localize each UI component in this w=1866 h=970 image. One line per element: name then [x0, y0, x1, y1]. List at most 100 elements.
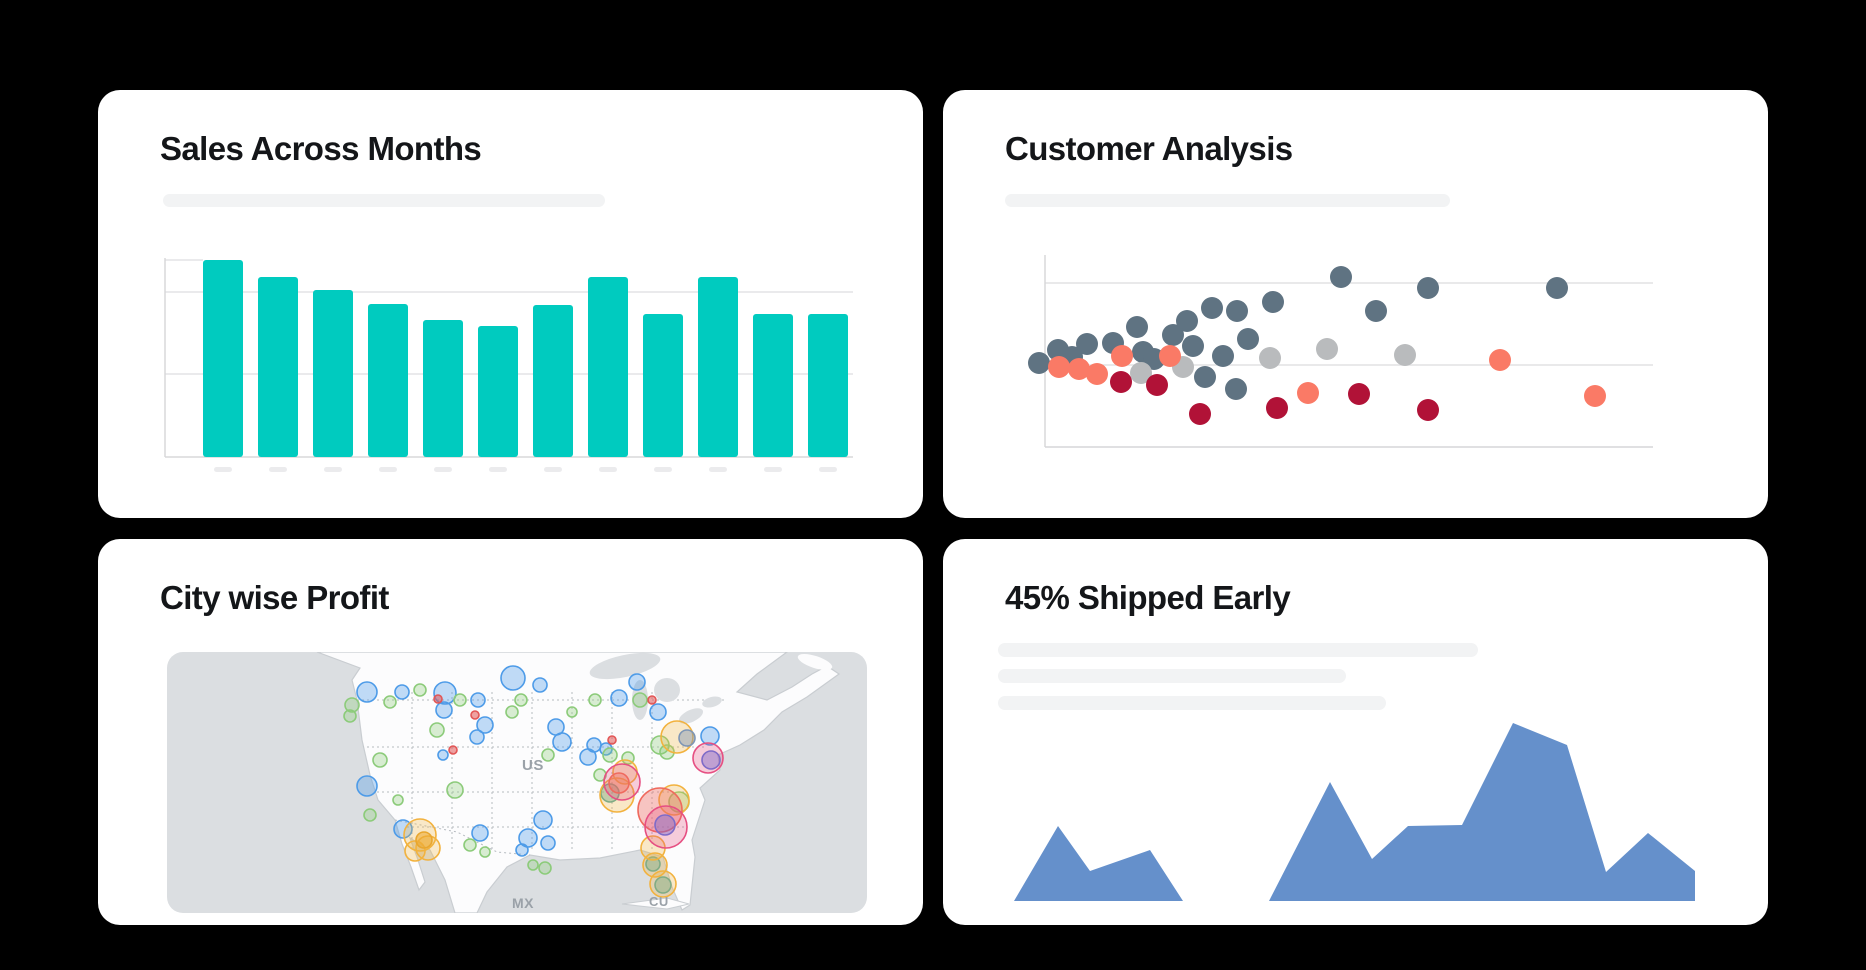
scatter-dot-segment-slate	[1237, 328, 1259, 350]
map-bubble-blue	[552, 732, 572, 752]
bar	[258, 277, 298, 457]
x-tick-placeholder	[544, 467, 562, 472]
scatter-dot-segment-slate	[1182, 335, 1204, 357]
map-bubble-blue	[470, 692, 486, 708]
bar	[423, 320, 463, 457]
map-bubble-blue	[649, 703, 667, 721]
map-bubble-teal	[645, 856, 661, 872]
card-sales-across-months: Sales Across Months	[98, 90, 923, 518]
map-bubble-salmon	[637, 787, 683, 833]
map-label-mx: MX	[512, 895, 534, 911]
map-bubble-blue	[500, 665, 526, 691]
lake-superior	[589, 652, 661, 680]
map-bubble-blue	[469, 729, 485, 745]
map-bubble-blue	[532, 677, 548, 693]
map-bubble-green	[363, 808, 377, 822]
shipped-card-title: 45% Shipped Early	[1005, 579, 1291, 616]
map-bubble-pink	[644, 805, 688, 849]
scatter-dot-segment-salmon	[1159, 345, 1181, 367]
lake-ontario	[702, 696, 722, 708]
scatter-dot-segment-slate	[1417, 277, 1439, 299]
map-bubble-blue	[471, 824, 489, 842]
us-mexico-border	[394, 819, 531, 856]
shipped-area-chart	[1014, 723, 1695, 901]
scatter-dot-segment-slate	[1162, 324, 1184, 346]
map-bubble-blue	[435, 701, 453, 719]
sales-bar-chart	[164, 258, 853, 472]
map-bubble-green	[632, 692, 648, 708]
scatter-dot-segment-slate	[1201, 297, 1223, 319]
map-bubble-green	[344, 697, 360, 713]
island-cuba	[621, 897, 690, 910]
map-bubble-green	[463, 838, 477, 852]
card-city-wise-profit: City wise Profit US MX CU	[98, 539, 923, 925]
scatter-dot-segment-slate	[1176, 310, 1198, 332]
bar	[203, 260, 243, 457]
map-bubble-red	[470, 710, 480, 720]
bar	[533, 305, 573, 457]
bar	[313, 290, 353, 457]
scatter-dot-segment-slate	[1194, 366, 1216, 388]
map-bubble-green	[392, 794, 404, 806]
scatter-dot-segment-salmon	[1086, 363, 1108, 385]
map-bubble-blue	[515, 843, 529, 857]
x-tick-placeholder	[214, 467, 232, 472]
scatter-dot-segment-slate	[1365, 300, 1387, 322]
scatter-dot-segment-lightgray	[1130, 362, 1152, 384]
scatter-dot-segment-crimson	[1266, 397, 1288, 419]
map-bubble-blue	[476, 716, 494, 734]
map-bubble-green	[413, 683, 427, 697]
map-bubble-salmon	[608, 772, 630, 794]
placeholder-line	[998, 643, 1478, 657]
x-tick-placeholder	[654, 467, 672, 472]
scatter-dot-segment-crimson	[1189, 403, 1211, 425]
island-newfoundland	[797, 654, 833, 670]
scatter-dot-segment-slate	[1076, 333, 1098, 355]
x-tick-placeholder	[599, 467, 617, 472]
x-tick-placeholder	[489, 467, 507, 472]
scatter-dot-segment-slate	[1262, 291, 1284, 313]
scatter-dot-segment-crimson	[1348, 383, 1370, 405]
scatter-dot-segment-salmon	[1068, 358, 1090, 380]
map-bubble-blue	[533, 810, 553, 830]
map-bubble-blue	[540, 835, 556, 851]
scatter-dot-segment-salmon	[1048, 356, 1070, 378]
map-bubble-blue	[610, 689, 628, 707]
placeholder-line	[998, 669, 1346, 683]
x-tick-placeholder	[764, 467, 782, 472]
scatter-dot-segment-slate	[1225, 378, 1247, 400]
placeholder-line	[1005, 194, 1450, 207]
scatter-dot-segment-crimson	[1146, 374, 1168, 396]
map-bubble-green	[588, 693, 602, 707]
scatter-dot-segment-salmon	[1111, 345, 1133, 367]
map-bubble-green	[343, 709, 357, 723]
scatter-dot-segment-slate	[1546, 277, 1568, 299]
customer-card-title: Customer Analysis	[1005, 130, 1293, 167]
x-tick-placeholder	[434, 467, 452, 472]
x-tick-placeholder	[819, 467, 837, 472]
map-bubble-red	[433, 694, 443, 704]
bar	[808, 314, 848, 457]
map-bubble-green	[541, 748, 555, 762]
x-tick-placeholder	[379, 467, 397, 472]
map-bubble-blue	[394, 684, 410, 700]
area-shape	[1014, 826, 1183, 901]
area-shape	[1269, 723, 1695, 901]
map-label-cu: CU	[649, 894, 669, 909]
placeholder-line	[998, 696, 1386, 710]
x-tick-placeholder	[324, 467, 342, 472]
map-bubble-blue	[437, 749, 449, 761]
map-bubble-green	[505, 705, 519, 719]
scatter-dot-segment-salmon	[1297, 382, 1319, 404]
map-bubble-purple	[654, 814, 676, 836]
lake-erie	[678, 708, 704, 724]
lake-huron	[654, 678, 680, 702]
scatter-dot-segment-salmon	[1584, 385, 1606, 407]
map-bubble-blue	[356, 681, 378, 703]
scatter-dot-segment-slate	[1028, 352, 1050, 374]
map-bubble-green	[479, 846, 491, 858]
map-bubble-green	[566, 706, 578, 718]
bar	[753, 314, 793, 457]
bar	[698, 277, 738, 457]
